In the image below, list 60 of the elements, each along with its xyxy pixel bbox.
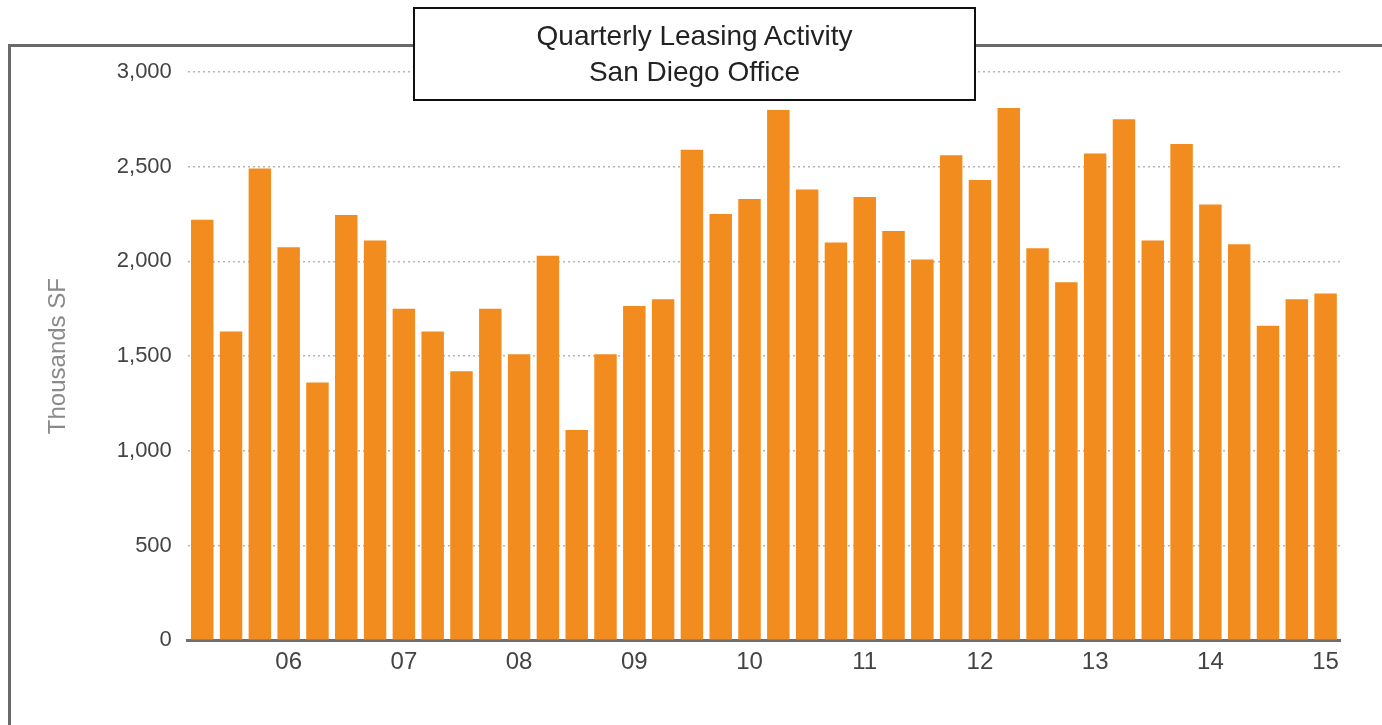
bar <box>651 299 675 640</box>
bar <box>767 109 790 640</box>
y-tick-label: 0 <box>159 626 172 652</box>
bar <box>680 149 704 640</box>
bar <box>594 354 617 640</box>
x-tick-label: 08 <box>505 647 533 675</box>
chart-subtitle: San Diego Office <box>588 55 801 89</box>
y-tick-label: 2,500 <box>116 152 172 178</box>
bar <box>1256 325 1280 640</box>
x-tick-label: 07 <box>390 647 418 675</box>
y-tick-label: 3,000 <box>116 58 172 84</box>
bar <box>565 429 588 640</box>
x-tick-label: 13 <box>1081 647 1109 675</box>
y-tick-label: 500 <box>135 531 172 557</box>
x-tick-label: 11 <box>852 647 878 675</box>
bar <box>623 305 646 640</box>
bar <box>911 259 934 640</box>
bar <box>968 179 992 640</box>
bar <box>507 354 531 640</box>
bar <box>536 255 560 640</box>
bar <box>853 197 876 640</box>
bar <box>1285 299 1309 640</box>
bar <box>1314 293 1337 640</box>
bar <box>219 331 243 640</box>
bar <box>421 331 444 640</box>
bar <box>392 308 416 640</box>
bar <box>1055 282 1078 640</box>
y-tick-label: 1,500 <box>116 342 172 368</box>
bar <box>1141 240 1165 640</box>
x-tick-label: 12 <box>966 647 994 675</box>
bar <box>1026 248 1049 640</box>
bar <box>1083 153 1107 640</box>
bar <box>306 382 329 640</box>
bar <box>335 215 358 640</box>
bar <box>1199 204 1222 640</box>
bar <box>1112 119 1136 640</box>
bar <box>363 240 387 640</box>
bar <box>738 198 761 640</box>
y-axis-title: Thousands SF <box>43 278 71 435</box>
bar <box>882 231 905 640</box>
chart-title: Quarterly Leasing Activity <box>536 19 853 53</box>
y-tick-label: 2,000 <box>116 247 172 273</box>
bar <box>450 371 473 640</box>
bar <box>939 155 963 640</box>
bar <box>277 247 300 640</box>
bar <box>191 219 214 640</box>
bar <box>479 308 502 640</box>
bar <box>795 189 819 640</box>
bar <box>1227 244 1251 640</box>
bar <box>824 242 848 640</box>
bar <box>997 107 1020 640</box>
bar <box>1170 143 1193 640</box>
bar <box>248 168 272 640</box>
x-tick-label: 10 <box>736 647 763 675</box>
y-tick-label: 1,000 <box>116 436 172 462</box>
x-tick-label: 14 <box>1197 647 1224 675</box>
x-tick-label: 06 <box>275 647 303 675</box>
bar <box>709 214 732 640</box>
x-tick-label: 15 <box>1312 647 1339 675</box>
x-tick-label: 09 <box>620 647 648 675</box>
